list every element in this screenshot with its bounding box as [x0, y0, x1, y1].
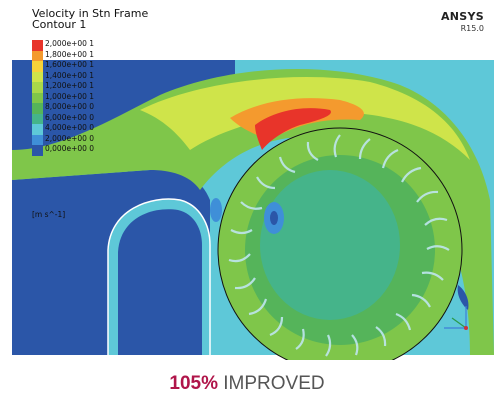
legend-swatch	[32, 50, 43, 61]
legend-swatch	[32, 71, 43, 82]
legend-swatch	[32, 82, 43, 93]
legend-entry: 1,800e+00 1	[32, 49, 112, 61]
result-caption: 105% IMPROVED	[0, 373, 494, 395]
legend-entry: 1,600e+00 1	[32, 60, 112, 72]
legend-entry: 2,000e+00 1	[32, 39, 112, 51]
color-legend: 2,000e+00 1 1,800e+00 1 1,600e+00 1 1,400e+…	[32, 39, 112, 156]
legend-label: 1,400e+00 1	[45, 70, 95, 80]
legend-units: [m s^-1]	[32, 210, 66, 219]
velocity-contour-plot	[12, 60, 494, 360]
brand-name: ANSYS	[440, 10, 484, 23]
upper-yellow-band	[140, 77, 470, 160]
legend-entry: 1,400e+00 1	[32, 70, 112, 82]
legend-swatch	[32, 92, 43, 103]
legend-swatch	[32, 113, 43, 124]
impeller-blades	[228, 134, 450, 357]
legend-label: 0,000e+00 0	[45, 144, 95, 153]
plot-title-line2: Contour 1	[32, 18, 87, 31]
legend-swatch	[32, 103, 43, 114]
legend-label: 2,000e+00 1	[45, 39, 95, 48]
brand-version: R15.0	[460, 24, 484, 33]
legend-swatch	[32, 134, 43, 145]
legend-entry: 4,000e+00 0	[32, 123, 112, 135]
legend-swatch	[32, 145, 43, 156]
plot-title: Velocity in Stn Frame Contour 1	[32, 8, 148, 30]
left-vortex-core	[270, 211, 278, 225]
software-brand: ANSYS R15.0	[441, 10, 484, 33]
legend-label: 4,000e+00 0	[45, 123, 95, 132]
legend-label: 1,200e+00 1	[45, 81, 95, 90]
legend-label: 8,000e+00 0	[45, 102, 95, 111]
inlet-duct-inner	[118, 209, 202, 355]
legend-entry: 1,200e+00 1	[32, 81, 112, 93]
improvement-text: IMPROVED	[223, 373, 325, 394]
improvement-percent: 105%	[169, 373, 218, 394]
inner-swirl	[260, 170, 400, 320]
legend-label: 2,000e+00 0	[45, 133, 95, 143]
legend-label: 1,000e+00 1	[45, 91, 95, 101]
legend-entry: 6,000e+00 0	[32, 112, 112, 124]
legend-swatch	[32, 40, 43, 51]
legend-label: 1,800e+00 1	[45, 49, 95, 59]
plot-title-line1: Velocity in Stn Frame	[32, 7, 149, 20]
outlet-vortex	[457, 285, 469, 310]
legend-entry: 0,000e+00 0	[32, 144, 112, 156]
legend-entry: 1,000e+00 1	[32, 91, 112, 103]
legend-entry: 8,000e+00 0	[32, 102, 112, 114]
legend-label: 1,600e+00 1	[45, 60, 95, 69]
peak-velocity-core	[255, 108, 331, 150]
axis-triad	[444, 306, 468, 330]
legend-swatch	[32, 124, 43, 135]
legend-swatch	[32, 61, 43, 72]
legend-entry: 2,000e+00 0	[32, 133, 112, 145]
legend-label: 6,000e+00 0	[45, 112, 95, 122]
cutoff-tongue	[210, 198, 222, 222]
